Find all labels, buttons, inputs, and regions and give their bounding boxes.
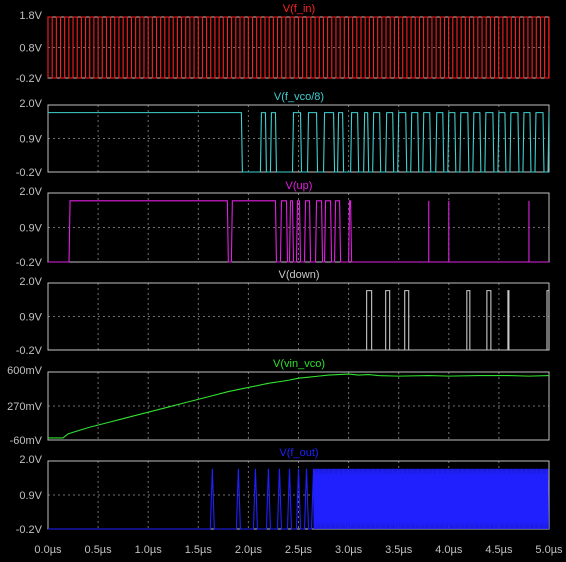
ytick-3-2: -0.2V — [16, 345, 43, 357]
xtick-10: 5.0µs — [535, 544, 563, 556]
ytick-1-1: 0.9V — [19, 134, 42, 146]
ytick-0-0: 1.8V — [19, 10, 42, 22]
trace-line-0 — [47, 16, 550, 79]
plot-frame-5 — [47, 460, 550, 530]
ytick-1-2: -0.2V — [16, 167, 43, 179]
ytick-2-2: -0.2V — [16, 257, 43, 269]
ytick-2-1: 0.9V — [19, 223, 42, 235]
trace-line-2 — [48, 200, 549, 263]
ytick-2-0: 2.0V — [19, 186, 42, 198]
ytick-3-0: 2.0V — [19, 276, 42, 288]
xtick-8: 4.0µs — [435, 544, 463, 556]
xtick-9: 4.5µs — [485, 544, 513, 556]
trace-line-3 — [48, 290, 550, 351]
trace-line-4 — [48, 373, 550, 439]
xtick-1: 0.5µs — [85, 544, 113, 556]
trace-title-3: V(down) — [279, 269, 320, 281]
trace-title-5: V(f_out) — [279, 447, 318, 459]
ytick-4-2: -60mV — [10, 435, 43, 447]
trace-line-5 — [48, 468, 549, 530]
xtick-3: 1.5µs — [185, 544, 213, 556]
xtick-6: 3.0µs — [335, 544, 363, 556]
trace-title-4: V(vin_vco) — [273, 358, 325, 370]
ytick-4-0: 600mV — [7, 365, 43, 377]
ytick-5-1: 0.9V — [19, 490, 42, 502]
trace-line-1 — [48, 112, 550, 173]
ytick-3-1: 0.9V — [19, 312, 42, 324]
plot-frame-4 — [47, 371, 550, 441]
plot-frame-2 — [47, 192, 550, 263]
trace-title-2: V(up) — [286, 180, 313, 192]
ytick-5-0: 2.0V — [19, 454, 42, 466]
xtick-4: 2.0µs — [235, 544, 263, 556]
xtick-7: 3.5µs — [385, 544, 413, 556]
xtick-0: 0.0µs — [34, 544, 62, 556]
xtick-5: 2.5µs — [285, 544, 313, 556]
ytick-1-0: 2.0V — [19, 98, 42, 110]
ytick-0-2: -0.2V — [16, 73, 43, 85]
ytick-5-2: -0.2V — [16, 524, 43, 536]
xtick-2: 1.0µs — [135, 544, 163, 556]
trace-title-0: V(f_in) — [283, 3, 315, 15]
trace-title-1: V(f_vco/8) — [274, 91, 324, 103]
ytick-4-1: 270mV — [7, 401, 43, 413]
ytick-0-1: 0.8V — [19, 43, 42, 55]
